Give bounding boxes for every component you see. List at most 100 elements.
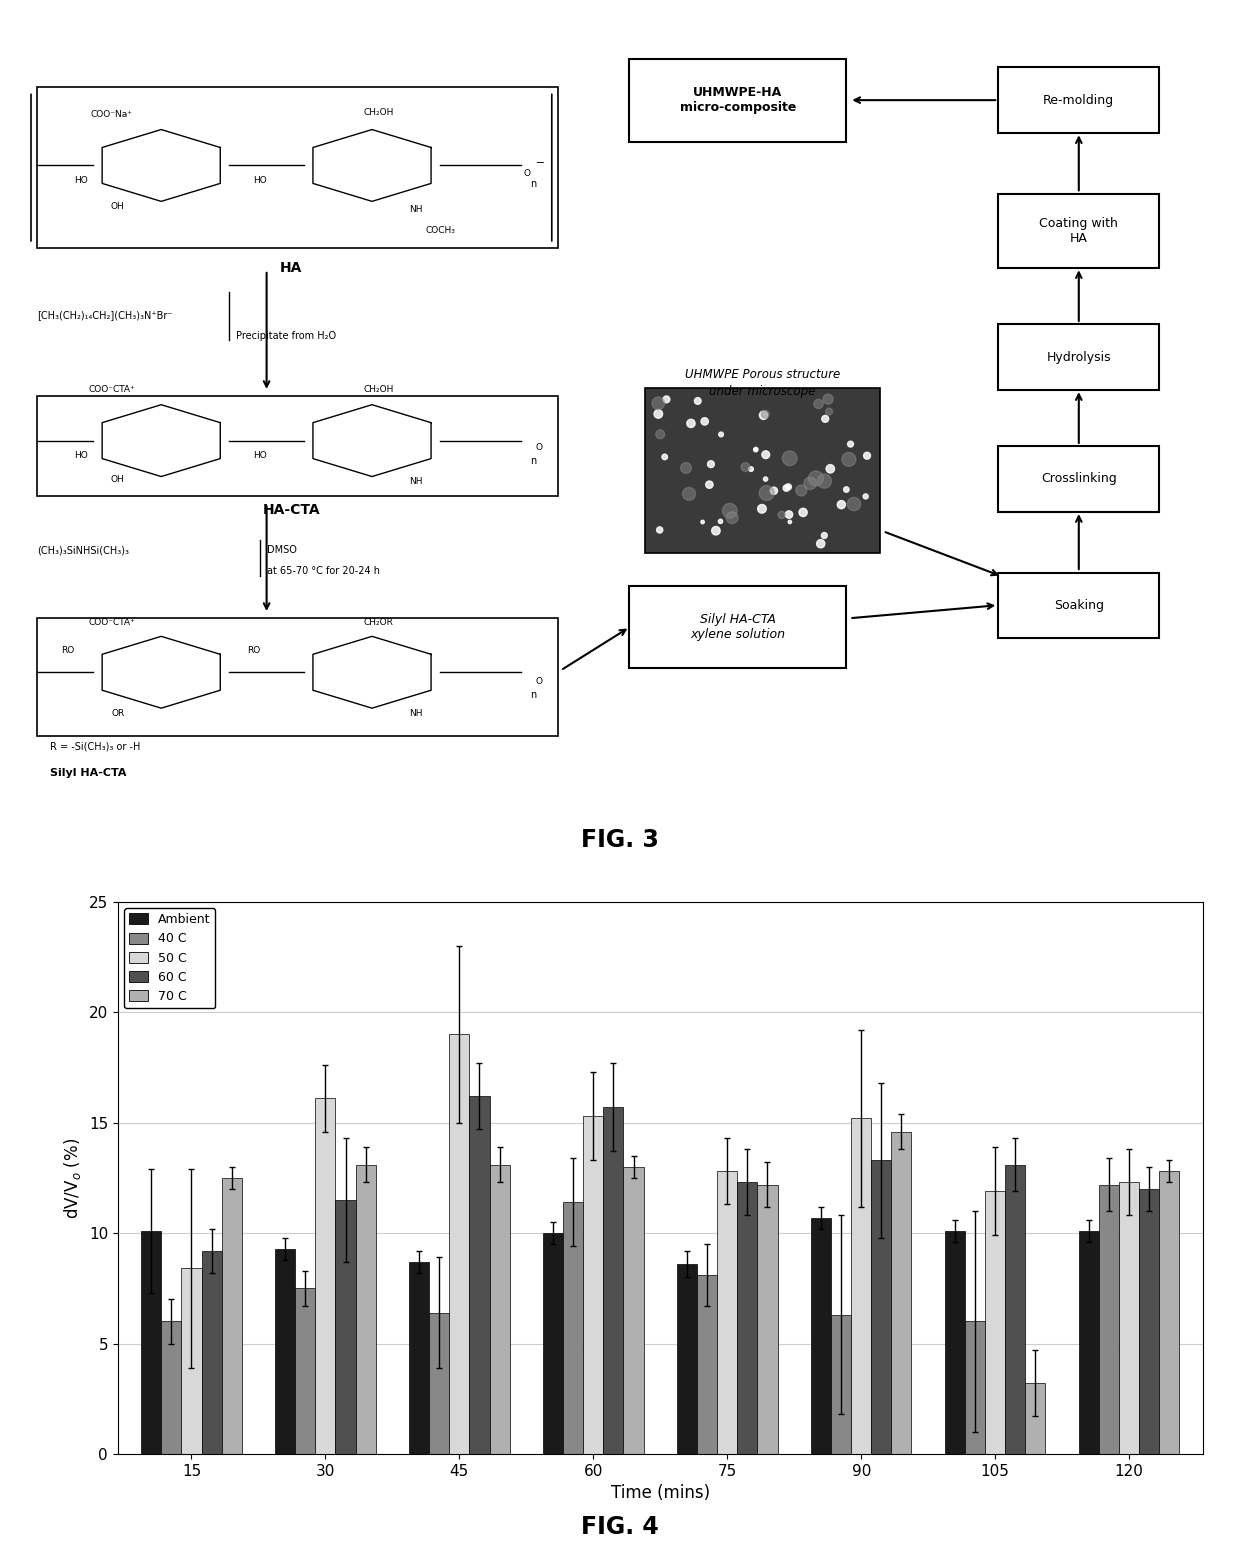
Point (844, 491, 864, 516)
Text: FIG. 3: FIG. 3 (582, 829, 658, 852)
FancyBboxPatch shape (998, 194, 1159, 267)
Text: Silyl HA-CTA: Silyl HA-CTA (50, 768, 126, 778)
Bar (945, 1232, 965, 1454)
Bar (37, 397, 558, 496)
Point (688, 389, 708, 414)
Bar (697, 1275, 717, 1454)
Text: RO: RO (248, 645, 260, 655)
Text: FIG. 4: FIG. 4 (582, 1515, 658, 1539)
Point (780, 510, 800, 535)
Text: COO⁻CTA⁺: COO⁻CTA⁺ (88, 619, 135, 627)
Bar (563, 1202, 583, 1454)
Point (693, 510, 713, 535)
Bar (429, 1312, 449, 1454)
Bar (811, 1218, 831, 1454)
Bar (738, 1182, 758, 1454)
Point (649, 401, 668, 426)
Point (681, 411, 701, 435)
Point (815, 522, 835, 547)
Y-axis label: dV/V$_o$ (%): dV/V$_o$ (%) (62, 1137, 83, 1219)
Bar (336, 1200, 356, 1454)
Text: COCH₃: COCH₃ (425, 225, 455, 235)
FancyBboxPatch shape (998, 325, 1159, 390)
Text: HO: HO (73, 451, 88, 460)
Text: Hydrolysis: Hydrolysis (1047, 350, 1111, 364)
Point (746, 437, 766, 462)
Text: NH: NH (409, 709, 422, 718)
Bar (315, 1098, 336, 1454)
Bar (37, 87, 558, 249)
Text: UHMWPE-HA
micro-composite: UHMWPE-HA micro-composite (680, 86, 796, 114)
Point (779, 502, 799, 527)
Bar (449, 1034, 470, 1454)
Point (754, 403, 774, 428)
Point (764, 479, 784, 504)
Text: CH₂OH: CH₂OH (363, 107, 393, 117)
Point (742, 457, 761, 482)
Bar (624, 1166, 644, 1454)
Bar (583, 1116, 604, 1454)
Bar (1159, 1171, 1179, 1454)
Point (808, 392, 828, 417)
Bar (831, 1316, 851, 1454)
Text: Precipitate from H₂O: Precipitate from H₂O (236, 331, 336, 341)
Text: O: O (536, 443, 543, 453)
Text: CH₂OH: CH₂OH (363, 384, 393, 393)
Text: ─: ─ (536, 157, 543, 168)
Text: under microscope: under microscope (709, 386, 816, 398)
Point (820, 400, 839, 425)
Text: NH: NH (409, 477, 422, 487)
Point (745, 437, 765, 462)
Point (701, 451, 720, 476)
Text: Silyl HA-CTA
xylene solution: Silyl HA-CTA xylene solution (691, 613, 785, 641)
Text: HO: HO (253, 176, 268, 185)
Point (755, 466, 775, 491)
Point (649, 390, 668, 415)
Bar (758, 1185, 777, 1454)
Bar (490, 1165, 510, 1454)
FancyBboxPatch shape (998, 572, 1159, 638)
Legend: Ambient, 40 C, 50 C, 60 C, 70 C: Ambient, 40 C, 50 C, 60 C, 70 C (124, 908, 216, 1008)
Text: OR: OR (112, 709, 124, 718)
Text: O: O (536, 676, 543, 686)
Text: n: n (529, 690, 537, 700)
Text: HA-CTA: HA-CTA (263, 504, 320, 518)
Point (779, 474, 799, 499)
X-axis label: Time (mins): Time (mins) (611, 1483, 709, 1502)
Bar (604, 1107, 624, 1454)
Text: Soaking: Soaking (1054, 599, 1104, 611)
Bar (141, 1232, 161, 1454)
Text: Re-molding: Re-molding (1043, 93, 1115, 107)
Point (837, 477, 857, 502)
Bar (1099, 1185, 1118, 1454)
Point (839, 446, 859, 471)
Text: Crosslinking: Crosslinking (1040, 473, 1117, 485)
Text: R = -Si(CH₃)₃ or -H: R = -Si(CH₃)₃ or -H (50, 742, 140, 753)
Bar (1006, 1165, 1025, 1454)
FancyBboxPatch shape (629, 59, 846, 142)
Point (816, 406, 836, 431)
Point (815, 468, 835, 493)
Point (806, 466, 826, 491)
Point (821, 456, 841, 480)
Point (711, 508, 730, 533)
Point (794, 501, 813, 526)
FancyBboxPatch shape (629, 586, 846, 669)
Bar (181, 1269, 202, 1454)
Point (832, 493, 852, 518)
FancyBboxPatch shape (998, 446, 1159, 512)
Text: [CH₃(CH₂)₁₄CH₂](CH₃)₃N⁺Br⁻: [CH₃(CH₂)₁₄CH₂](CH₃)₃N⁺Br⁻ (37, 311, 172, 320)
Text: at 65-70 °C for 20-24 h: at 65-70 °C for 20-24 h (267, 566, 379, 577)
Bar (1079, 1232, 1099, 1454)
Text: OH: OH (110, 474, 125, 484)
Point (712, 421, 732, 446)
Point (699, 473, 719, 498)
Text: RO: RO (62, 645, 74, 655)
Point (800, 471, 820, 496)
Text: O: O (523, 169, 531, 177)
Text: COO⁻CTA⁺: COO⁻CTA⁺ (88, 384, 135, 393)
Bar (1140, 1190, 1159, 1454)
Point (694, 409, 714, 434)
Point (751, 496, 771, 521)
Bar (409, 1261, 429, 1454)
